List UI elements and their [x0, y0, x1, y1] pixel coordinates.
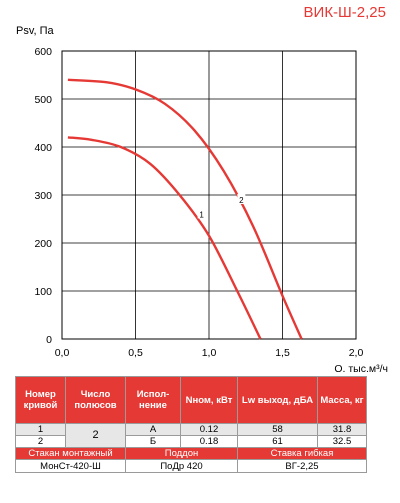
- y-tick-label: 600: [34, 46, 52, 58]
- row2-mass: 32.5: [317, 435, 367, 448]
- plot-frame: [61, 50, 357, 340]
- table-row: 2 Б 0.18 61 32.5: [15, 435, 367, 448]
- row1-curve: 1: [15, 423, 66, 436]
- y-tick-label: 400: [34, 142, 52, 154]
- acc-value-flex: ВГ-2,25: [237, 459, 367, 473]
- x-tick-label: 2,0: [349, 347, 364, 359]
- curve-label-1: 1: [199, 210, 204, 219]
- header-power: Nном, кВт: [180, 376, 238, 424]
- table-row: 1 2 А 0.12 58 31.8: [15, 423, 367, 448]
- y-tick-label: 500: [34, 94, 52, 106]
- row2-power: 0.18: [180, 435, 238, 448]
- curve-1: [67, 136, 262, 340]
- chart-grid: [61, 50, 357, 340]
- x-tick-label: 1,5: [275, 347, 290, 359]
- y-axis-label: Psv, Па: [16, 25, 55, 37]
- y-tick-label: 300: [34, 190, 52, 202]
- header-lw: Lw выход, дБА: [237, 376, 318, 424]
- y-tick-label: 200: [34, 238, 52, 250]
- header-mass: Масса, кг: [317, 376, 367, 424]
- tick-labels: 0,0 0,5 1,0 1,5 2,0 0 100 200 300 400 500 600: [34, 46, 363, 359]
- acc-header-mount: Стакан монтажный: [15, 447, 126, 460]
- table-header-row: Номер кривой Число полюсов Испол-нение N…: [15, 376, 367, 424]
- curves: 12: [67, 78, 303, 340]
- acc-header-tray: Поддон: [125, 447, 238, 460]
- x-tick-label: 1,0: [202, 347, 217, 359]
- accessories-header-row: Стакан монтажный Поддон Ставка гибкая: [15, 447, 367, 460]
- header-curve: Номер кривой: [15, 376, 66, 424]
- row1-mass: 31.8: [317, 423, 367, 436]
- header-version: Испол-нение: [125, 376, 181, 424]
- acc-value-mount: МонСт-420-Ш: [15, 459, 126, 473]
- row2-lw: 61: [237, 435, 318, 448]
- row1-lw: 58: [237, 423, 318, 436]
- curve-2: [67, 78, 303, 340]
- row2-curve: 2: [15, 435, 66, 448]
- x-axis-label: Q, тыс.м³/ч: [334, 363, 388, 372]
- curve-label-2: 2: [239, 196, 244, 205]
- header-poles: Число полюсов: [65, 376, 126, 424]
- model-title: ВИК-Ш-2,25: [303, 4, 386, 21]
- acc-header-flex: Ставка гибкая: [237, 447, 367, 460]
- curve-label-bg: [237, 194, 246, 204]
- y-tick-label: 0: [46, 334, 52, 346]
- row1-version: А: [125, 423, 181, 436]
- row2-version: Б: [125, 435, 181, 448]
- spec-table: Номер кривой Число полюсов Испол-нение N…: [15, 376, 367, 473]
- y-tick-label: 100: [34, 286, 52, 298]
- curve-label-bg: [197, 208, 206, 219]
- accessories-values-row: МонСт-420-Ш ПоДр 420 ВГ-2,25: [15, 459, 367, 473]
- poles-value: 2: [65, 423, 126, 448]
- x-tick-label: 0,5: [128, 347, 143, 359]
- row1-power: 0.12: [180, 423, 238, 436]
- x-tick-label: 0,0: [55, 347, 70, 359]
- acc-value-tray: ПоДр 420: [125, 459, 238, 473]
